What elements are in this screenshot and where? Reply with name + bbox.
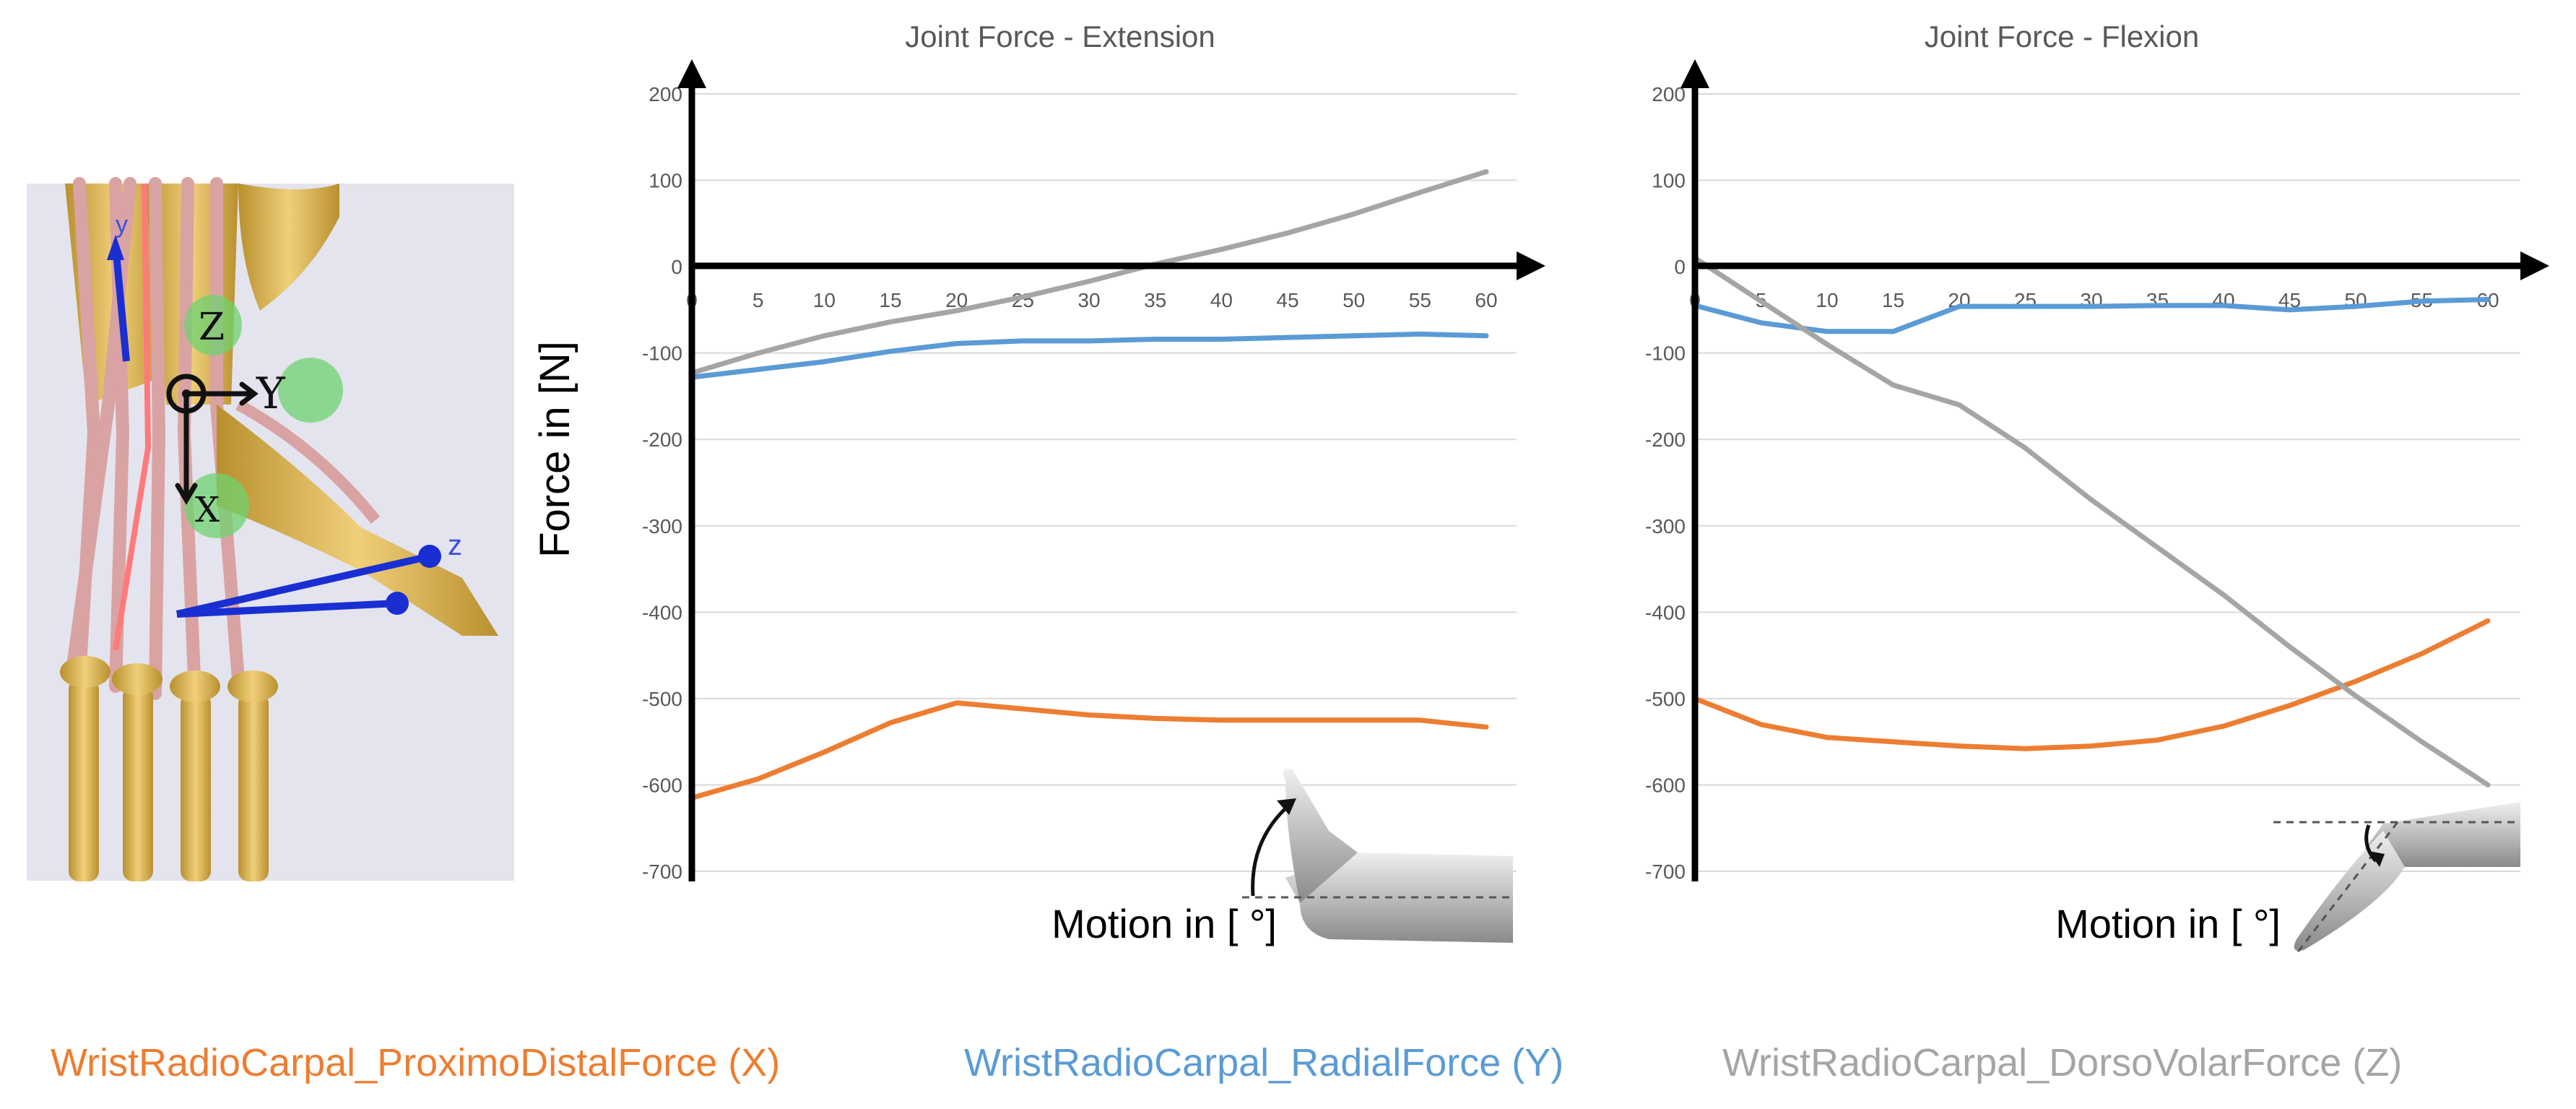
anatomy-label-x-hand: X (195, 490, 220, 530)
legend-label: WristRadioCarpal_ProximoDistalForce (X) (51, 1041, 781, 1084)
anatomy-label-y-axis: y (116, 211, 128, 238)
chart-flexion: Joint Force - Flexion 200 100 0 -100 -200 -30… (1645, 20, 2549, 954)
legend-radial-force: WristRadioCarpal_RadialForce (Y) (964, 1040, 1564, 1085)
y-tick-label: 0 (1674, 256, 1686, 278)
y-tick-label: -400 (642, 601, 682, 623)
y-axis-label: Force in [N] (532, 341, 578, 558)
y-tick-label: 200 (1652, 83, 1686, 105)
x-tick-label: 60 (1475, 289, 1497, 311)
axes (688, 76, 1527, 881)
x-tick-label: 15 (1882, 289, 1904, 311)
y-tick-label: -500 (1645, 688, 1686, 710)
x-axis-arrow (2520, 251, 2549, 280)
y-axis-arrow (677, 59, 706, 88)
chart-title: Joint Force - Extension (905, 20, 1215, 53)
legend-dorsovolar-force: WristRadioCarpal_DorsoVolarForce (Z) (1722, 1040, 2402, 1085)
wrist-anatomy-image: y z Z Y X (27, 177, 514, 881)
y-tick-label: -300 (642, 515, 682, 538)
legend-label: WristRadioCarpal_RadialForce (Y) (964, 1041, 1564, 1084)
y-tick-label: 200 (649, 83, 682, 105)
x-tick-label: 40 (1210, 289, 1233, 311)
extension-hand-illustration (1242, 769, 1513, 943)
y-tick-label: -100 (1645, 342, 1686, 365)
x-tick-label: 30 (1077, 289, 1100, 311)
x-axis-label: Motion in [ °] (1051, 901, 1277, 946)
y-tick-label: -600 (642, 774, 682, 796)
x-tick-label: 50 (1343, 289, 1365, 311)
x-tick-label: 15 (879, 289, 901, 311)
anatomy-label-z-axis: z (448, 530, 462, 561)
legend-label: WristRadioCarpal_DorsoVolarForce (Z) (1722, 1041, 2403, 1084)
y-tick-label: -300 (1645, 515, 1686, 538)
y-axis-arrow (1681, 59, 1709, 88)
y-tick-label: -700 (642, 860, 682, 883)
y-tick-label: -200 (1645, 428, 1686, 451)
y-tick-label: -400 (1645, 601, 1686, 623)
x-tick-label: 35 (1144, 289, 1166, 311)
chart-title: Joint Force - Flexion (1925, 20, 2199, 53)
x-axis-arrow (1517, 251, 1545, 280)
series-line (689, 331, 1489, 380)
x-tick-label: 10 (813, 289, 836, 311)
series-line (689, 169, 1489, 376)
chart-extension: Joint Force - Extension 200 100 0 -100 -200 -… (532, 20, 1545, 946)
legend-proximodistal-force: WristRadioCarpal_ProximoDistalForce (X) (51, 1040, 780, 1085)
y-tick-label: -600 (1645, 774, 1686, 796)
y-tick-label: -700 (1645, 860, 1686, 883)
x-tick-label: 5 (753, 289, 764, 311)
y-tick-label: -200 (642, 428, 682, 451)
y-tick-label: 100 (649, 170, 682, 192)
series-line (1692, 297, 2491, 335)
x-tick-label: 10 (1816, 289, 1838, 311)
anatomy-label-y-hand: Y (256, 368, 286, 419)
x-tick-label: 55 (1409, 289, 1431, 311)
series-line (1692, 618, 2491, 751)
y-tick-label: -500 (642, 688, 682, 710)
axes (1691, 76, 2531, 881)
y-tick-label: 0 (671, 256, 682, 278)
flexion-hand-illustration (2273, 802, 2520, 954)
y-tick-label: 100 (1652, 170, 1686, 192)
x-axis-label: Motion in [ °] (2055, 901, 2281, 946)
anatomy-label-z-hand: Z (199, 306, 225, 349)
y-tick-label: -100 (642, 342, 682, 365)
x-tick-label: 45 (1276, 289, 1298, 311)
series-line (1692, 255, 2491, 787)
series-line (689, 700, 1489, 801)
